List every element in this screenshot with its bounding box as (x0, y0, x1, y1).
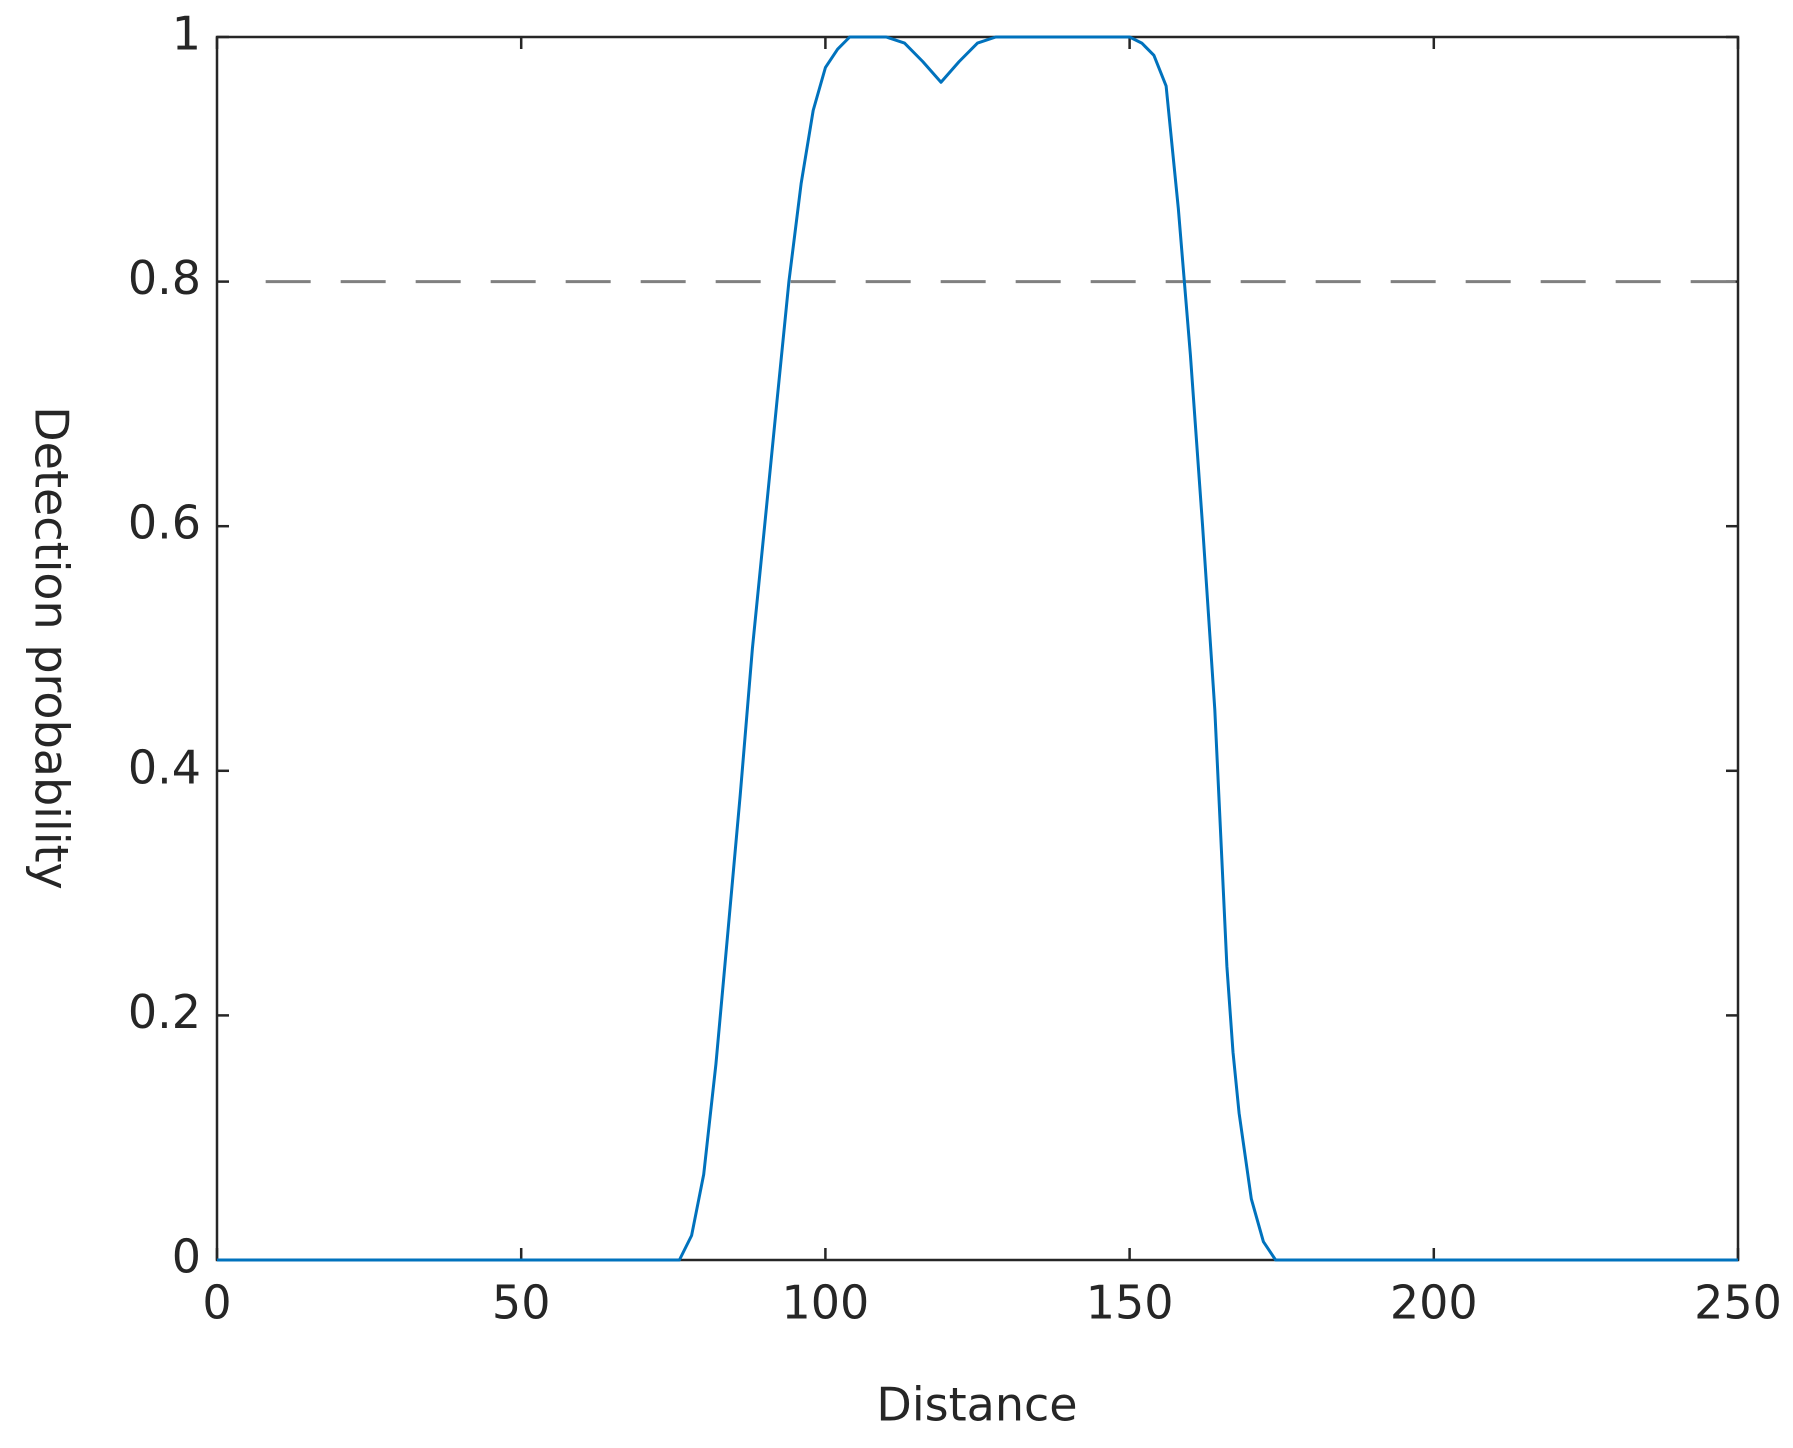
y-tick-label: 1 (172, 7, 201, 61)
x-tick-label: 200 (1390, 1276, 1478, 1330)
x-tick-label: 150 (1086, 1276, 1174, 1330)
x-tick-label: 0 (202, 1276, 231, 1330)
x-tick-label: 250 (1694, 1276, 1782, 1330)
y-tick-label: 0.6 (128, 496, 201, 550)
x-tick-label: 100 (781, 1276, 869, 1330)
y-tick-label: 0.4 (128, 740, 201, 794)
plot-area (215, 35, 1740, 1262)
x-axis-label: Distance (876, 1378, 1077, 1432)
data-line (217, 35, 1738, 1262)
y-tick-label: 0 (172, 1230, 201, 1284)
y-tick-label: 0.8 (128, 251, 201, 305)
x-tick-label: 50 (492, 1276, 551, 1330)
y-tick-label: 0.2 (128, 985, 201, 1039)
y-axis-label: Detection probability (25, 406, 79, 890)
